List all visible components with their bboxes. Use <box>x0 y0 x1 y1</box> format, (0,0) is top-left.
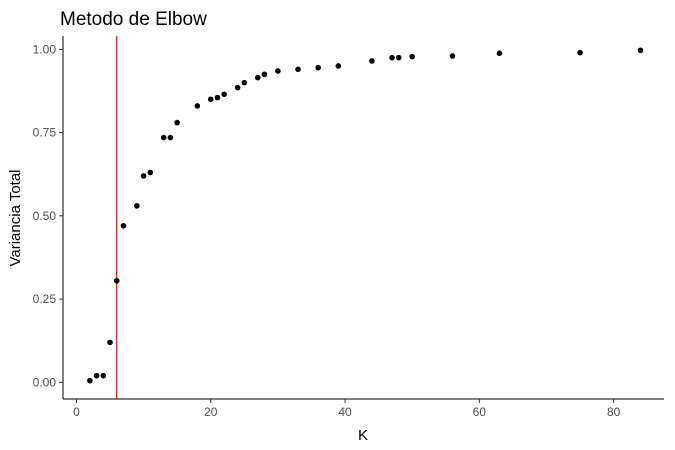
data-point <box>221 91 227 98</box>
data-point <box>395 54 402 61</box>
data-point <box>167 134 174 141</box>
data-point <box>409 53 415 60</box>
x-tick-label: 60 <box>473 405 487 419</box>
data-point <box>389 54 395 61</box>
data-point <box>577 49 583 56</box>
data-point <box>207 96 214 103</box>
plot-area: 0.00 0.25 0.50 0.75 1.00 0 20 40 60 80 <box>33 36 664 419</box>
x-tick-label: 0 <box>73 405 80 419</box>
y-tick-label: 0.50 <box>33 209 57 223</box>
data-point <box>87 377 93 384</box>
x-tick-label: 40 <box>338 405 352 419</box>
data-point <box>174 119 180 126</box>
data-point <box>134 203 140 209</box>
data-point <box>107 339 113 346</box>
x-axis-title: K <box>358 427 368 444</box>
y-tick-label: 1.00 <box>33 42 57 56</box>
data-point <box>637 47 644 54</box>
data-point <box>449 53 456 59</box>
data-point <box>241 79 248 86</box>
data-point <box>160 134 167 141</box>
data-point <box>93 372 100 379</box>
data-point <box>120 223 127 229</box>
data-point <box>295 66 301 73</box>
y-tick-label: 0.25 <box>33 292 57 306</box>
data-point <box>315 64 321 71</box>
data-point <box>113 277 120 284</box>
x-tick-label: 80 <box>607 405 621 419</box>
data-point <box>140 173 147 179</box>
chart-title: Metodo de Elbow <box>60 9 207 30</box>
data-point <box>496 50 503 57</box>
data-point <box>254 74 261 81</box>
data-point <box>234 84 241 91</box>
y-axis-title: Variancia Total <box>7 169 24 266</box>
data-point <box>147 169 154 176</box>
y-tick-label: 0.75 <box>33 126 57 140</box>
data-point <box>194 103 201 109</box>
data-point <box>369 58 375 64</box>
data-point <box>100 372 107 379</box>
data-point <box>261 71 268 78</box>
data-point <box>214 94 221 101</box>
data-point <box>335 63 342 69</box>
data-point <box>275 68 281 74</box>
y-tick-label: 0.00 <box>33 375 57 389</box>
x-tick-label: 20 <box>204 405 218 419</box>
